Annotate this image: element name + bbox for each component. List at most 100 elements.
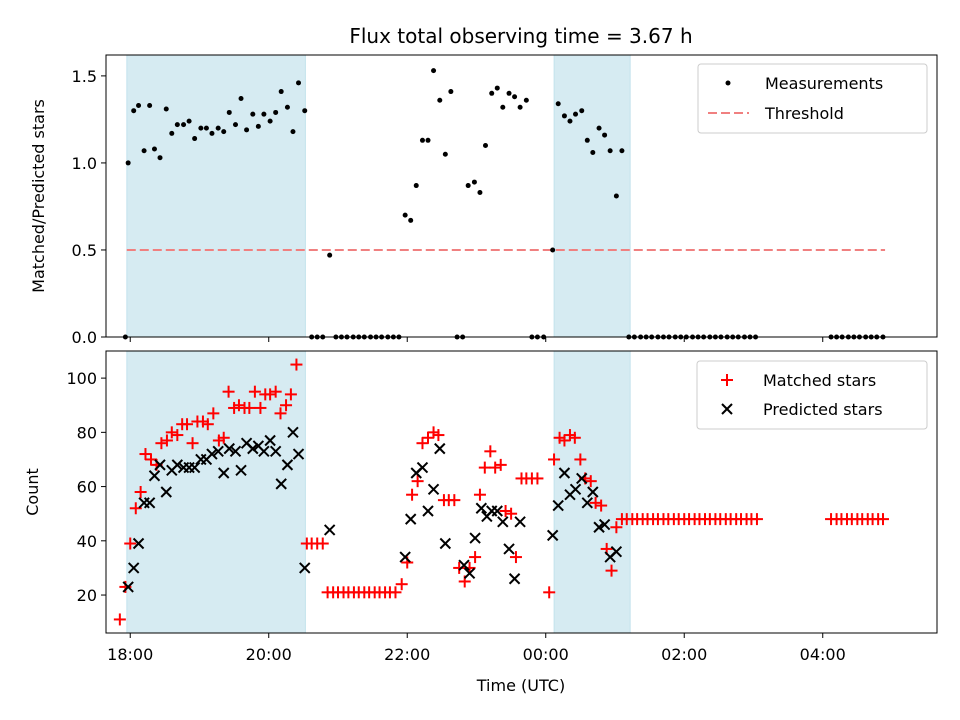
predicted-star-point (188, 461, 201, 474)
matched-stars-points (113, 358, 889, 626)
measurement-point (402, 212, 408, 218)
legend-matched-label: Matched stars (763, 371, 876, 390)
matched-star-point (876, 513, 889, 526)
matched-star-point (274, 407, 287, 420)
measurement-point (471, 179, 477, 185)
predicted-star-point (206, 448, 218, 460)
measurement-point (550, 247, 556, 253)
measurement-point (209, 130, 215, 136)
measurement-point (619, 148, 625, 154)
predicted-star-point (610, 545, 623, 558)
matched-star-point (568, 431, 581, 444)
x-tick-label: 22:00 (384, 645, 430, 664)
matched-star-point (543, 586, 556, 599)
y-tick-label: 1.0 (72, 154, 97, 173)
matched-star-point (448, 494, 461, 507)
top-y-ticks: 0.0 0.5 1.0 1.5 (72, 67, 106, 347)
measurement-point (482, 143, 488, 149)
predicted-star-point (292, 448, 305, 460)
measurement-point (174, 122, 180, 128)
matched-star-point (243, 401, 256, 414)
y-tick-label: 20 (77, 586, 97, 605)
predicted-star-point (264, 434, 276, 447)
predicted-star-point (475, 502, 488, 514)
legend-measurements-marker (725, 80, 731, 86)
predicted-star-point (132, 537, 145, 550)
matched-star-point (181, 418, 194, 431)
matched-star-point (316, 537, 329, 550)
matched-star-point (186, 437, 199, 450)
matched-star-point (389, 586, 402, 599)
measurement-point (261, 111, 267, 117)
bottom-legend-box (696, 360, 928, 430)
measurement-point (141, 148, 147, 154)
predicted-star-point (122, 581, 134, 593)
y-tick-label: 1.5 (72, 67, 97, 86)
measurement-point (613, 193, 619, 199)
measurement-point (555, 101, 561, 107)
predicted-star-point (558, 467, 571, 479)
matched-star-point (610, 521, 623, 534)
y-tick-label: 40 (77, 532, 97, 551)
predicted-star-point (299, 562, 311, 574)
measurement-point (465, 183, 471, 189)
predicted-star-point (269, 445, 282, 458)
matched-star-point (217, 431, 230, 444)
matched-star-point (280, 399, 293, 412)
predicted-star-point (160, 486, 172, 498)
matched-star-point (290, 358, 303, 371)
predicted-star-point (497, 516, 509, 528)
matched-star-point (139, 448, 152, 461)
matched-star-point (432, 429, 445, 442)
predicted-star-point (223, 442, 235, 455)
matched-star-point (750, 513, 763, 526)
y-tick-label: 100 (66, 369, 97, 388)
matched-star-point (124, 537, 137, 550)
predicted-star-point (569, 483, 582, 495)
predicted-stars-points (122, 426, 623, 593)
predicted-star-point (434, 442, 446, 455)
measurement-point (215, 125, 221, 131)
measurement-point (125, 160, 131, 166)
measurement-point (151, 146, 157, 152)
predicted-star-point (127, 562, 140, 574)
matched-star-point (160, 434, 173, 447)
matched-star-point (453, 561, 466, 574)
matched-star-point (254, 401, 267, 414)
predicted-star-point (576, 472, 588, 485)
predicted-star-point (491, 505, 503, 517)
chart-title: Flux total observing time = 3.67 h (349, 24, 692, 48)
measurement-points (122, 68, 886, 340)
predicted-star-point (143, 497, 156, 509)
predicted-star-point (218, 467, 230, 479)
matched-star-point (574, 453, 587, 466)
predicted-star-point (258, 445, 270, 458)
predicted-star-point (171, 459, 184, 471)
bottom-legend: Matched stars Predicted stars (696, 360, 928, 430)
predicted-star-point (458, 559, 470, 571)
bottom-y-axis-label: Count (23, 468, 42, 516)
measurement-point (169, 130, 175, 136)
matched-star-point (134, 486, 147, 498)
matched-star-point (113, 613, 126, 626)
matched-star-point (505, 507, 518, 520)
measurement-point (131, 108, 137, 114)
measurement-point (203, 125, 209, 131)
predicted-star-point (212, 445, 224, 458)
measurement-point (489, 90, 495, 96)
top-shaded-intervals (126, 54, 631, 338)
measurement-point (273, 109, 279, 115)
x-tick-label: 02:00 (661, 645, 707, 664)
measurement-point (221, 129, 227, 135)
legend-predicted-label: Predicted stars (763, 400, 883, 419)
measurement-point (425, 137, 431, 143)
predicted-star-point (546, 529, 559, 542)
measurement-point (198, 125, 204, 131)
measurement-point (517, 104, 523, 110)
matched-star-point (422, 431, 435, 444)
measurement-point (567, 118, 573, 124)
x-tick-label: 18:00 (107, 645, 153, 664)
measurement-point (296, 80, 302, 86)
matched-star-point (269, 385, 282, 398)
